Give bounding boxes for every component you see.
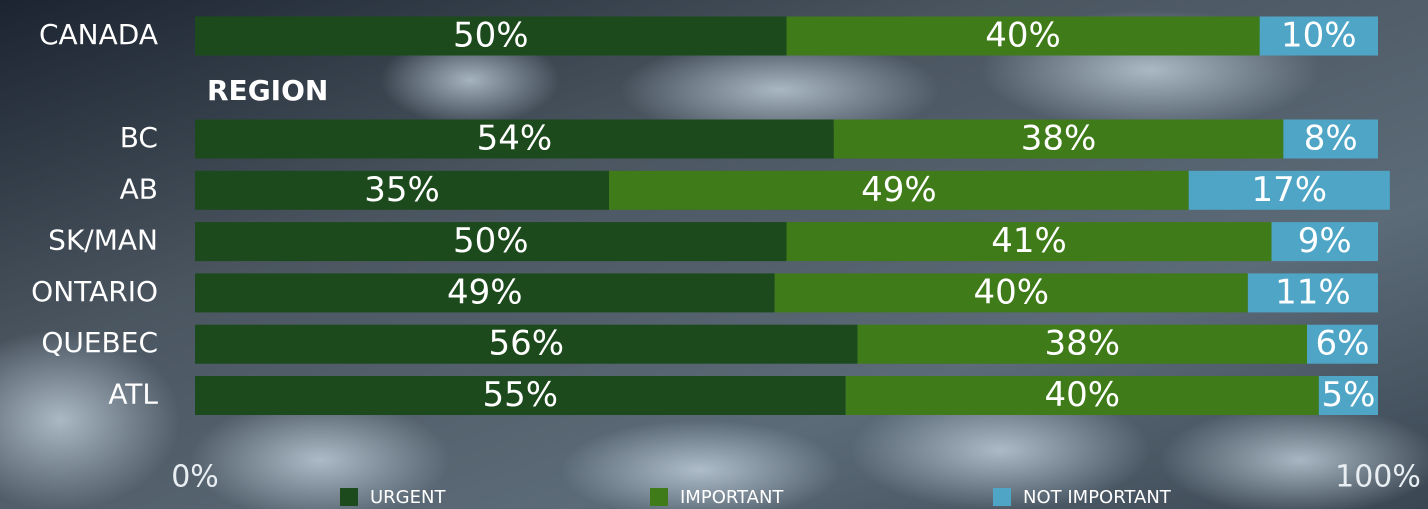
value-label: 38% — [1044, 324, 1120, 364]
category-label: CANADA — [39, 18, 158, 51]
bar-segment — [195, 222, 787, 262]
bar-segment — [833, 119, 1284, 159]
value-label: 41% — [991, 221, 1067, 261]
x-tick-label: 100% — [1335, 460, 1421, 495]
bar-segment — [195, 376, 846, 415]
category-label: BC — [120, 121, 158, 154]
bar-segment — [195, 273, 775, 313]
value-label: 40% — [973, 272, 1049, 312]
bar-segment — [195, 119, 834, 159]
category-label: ATL — [108, 378, 158, 411]
value-label: 56% — [488, 324, 564, 364]
value-label: 11% — [1275, 272, 1351, 312]
legend-label: IMPORTANT — [680, 487, 784, 508]
legend-swatch — [650, 488, 668, 506]
value-label: 40% — [1044, 375, 1120, 415]
category-label: QUEBEC — [41, 326, 158, 359]
bar-segment — [786, 222, 1272, 262]
region-header: REGION — [207, 74, 328, 107]
bar-segment — [1283, 119, 1378, 159]
legend-swatch — [340, 488, 358, 506]
value-label: 38% — [1021, 119, 1097, 159]
value-label: 55% — [483, 375, 559, 415]
legend-label: URGENT — [370, 487, 446, 508]
bar-segment — [1188, 170, 1390, 210]
bar-segment — [1247, 273, 1378, 313]
value-label: 35% — [364, 170, 440, 210]
value-label: 5% — [1321, 375, 1375, 415]
category-label: SK/MAN — [48, 224, 158, 257]
value-label: 50% — [453, 16, 529, 56]
bar-segment — [857, 324, 1308, 364]
bar-segment — [1318, 376, 1378, 415]
value-label: 49% — [447, 272, 523, 312]
bar-segment — [774, 273, 1248, 313]
category-label: AB — [120, 172, 158, 205]
bar-segment — [1259, 16, 1378, 56]
value-label: 9% — [1298, 221, 1352, 261]
bar-segment — [1271, 222, 1378, 262]
value-label: 49% — [861, 170, 937, 210]
value-label: 17% — [1251, 170, 1327, 210]
bar-segment — [195, 16, 787, 56]
bar-segment — [845, 376, 1319, 415]
bar-segment — [786, 16, 1260, 56]
legend-label: NOT IMPORTANT — [1023, 487, 1172, 508]
value-label: 6% — [1316, 324, 1370, 364]
value-label: 40% — [985, 16, 1061, 56]
value-label: 10% — [1281, 16, 1357, 56]
bar-segment — [195, 170, 610, 210]
bar-segment — [195, 324, 858, 364]
value-label: 50% — [453, 221, 529, 261]
legend-swatch — [993, 488, 1011, 506]
value-label: 8% — [1304, 119, 1358, 159]
bar-segment — [609, 170, 1189, 210]
bar-segment — [1307, 324, 1378, 364]
background-ice — [0, 10, 1428, 509]
x-tick-label: 0% — [171, 460, 219, 495]
category-label: ONTARIO — [31, 275, 158, 308]
value-label: 54% — [477, 119, 553, 159]
